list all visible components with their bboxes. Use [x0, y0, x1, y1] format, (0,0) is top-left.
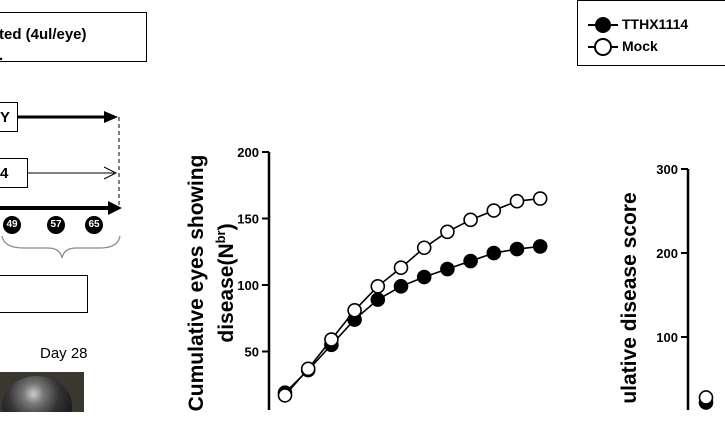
- chart1-point-mock: [463, 212, 478, 228]
- chart1: 50 100 150 200: [237, 145, 548, 410]
- chart1-point-mock: [370, 279, 386, 294]
- eye-image: [2, 376, 72, 412]
- chart1-y-axis-label-line1: Cumulative eyes showing: [185, 154, 208, 412]
- dose-text: ted (4ul/eye): [0, 26, 87, 43]
- chart1-point-mock: [532, 191, 548, 206]
- chart2-y-axis-label-text: ulative disease score: [618, 192, 641, 404]
- arrow-label-1: Y: [0, 109, 11, 126]
- chart1-y-tick-label: 100: [237, 278, 259, 293]
- brace: [1, 235, 121, 259]
- chart1-point-mock: [324, 332, 339, 347]
- legend: TTHX1114 Mock: [577, 0, 725, 66]
- chart1-point-tthx1114: [463, 253, 478, 269]
- dose-text-line2: .: [0, 47, 3, 64]
- filled-circle-icon: [588, 17, 618, 33]
- timeline-arrowhead-1: [104, 111, 118, 123]
- treatment-box: [0, 275, 88, 313]
- legend-item-mock: Mock: [586, 37, 725, 57]
- chart1-point-tthx1114: [416, 269, 432, 285]
- legend-item-tthx1114: TTHX1114: [586, 15, 725, 35]
- chart1-point-mock: [440, 224, 455, 240]
- chart1-point-mock: [347, 302, 362, 318]
- chart1-y-tick-label: 50: [245, 345, 259, 360]
- legend-label-mock: Mock: [622, 38, 658, 54]
- open-circle-icon: [588, 38, 618, 56]
- chart1-point-tthx1114: [509, 241, 525, 257]
- chart1-point-mock: [277, 388, 293, 403]
- chart1-y-tick-label: 150: [237, 212, 259, 227]
- chart1-series-line-mock: [284, 197, 541, 396]
- eye-photo: [0, 372, 84, 412]
- timeline-arrowhead-2: [103, 166, 118, 180]
- chart2: 100 200 300: [656, 162, 714, 410]
- chart2-y-axis-label: ulative disease score: [618, 173, 644, 423]
- chart1-point-mock: [486, 203, 502, 218]
- day-label: Day 28: [40, 345, 88, 362]
- day-marker-1: 49: [3, 216, 21, 234]
- day-marker-3: 65: [85, 216, 103, 234]
- legend-label-tthx1114: TTHX1114: [622, 16, 689, 32]
- chart1-point-mock: [509, 193, 525, 209]
- timeline-main-arrowhead: [108, 201, 122, 215]
- chart2-y-tick-label: 200: [656, 246, 678, 261]
- arrow-label-box-2: 4: [0, 158, 28, 188]
- chart1-point-tthx1114: [486, 245, 502, 261]
- arrow-label-box-1: Y: [0, 102, 18, 132]
- day-marker-2: 57: [47, 216, 65, 234]
- chart1-point-tthx1114: [393, 279, 409, 294]
- chart1-point-mock: [300, 361, 316, 377]
- timeline-schematic: [0, 111, 122, 259]
- chart2-y-tick-label: 300: [656, 162, 678, 177]
- chart1-point-mock: [416, 240, 432, 256]
- chart1-point-tthx1114: [532, 239, 548, 254]
- chart1-point-tthx1114: [440, 261, 455, 277]
- chart1-series-line-tthx1114: [284, 245, 541, 394]
- chart2-y-tick-label: 100: [656, 330, 678, 345]
- chart1-y-tick-label: 200: [237, 145, 259, 160]
- dose-box: ted (4ul/eye) .: [0, 12, 147, 64]
- chart1-point-tthx1114: [370, 292, 386, 307]
- chart2-point-mock: [698, 390, 714, 405]
- chart1-point-mock: [393, 260, 409, 276]
- arrow-label-2: 4: [0, 165, 9, 182]
